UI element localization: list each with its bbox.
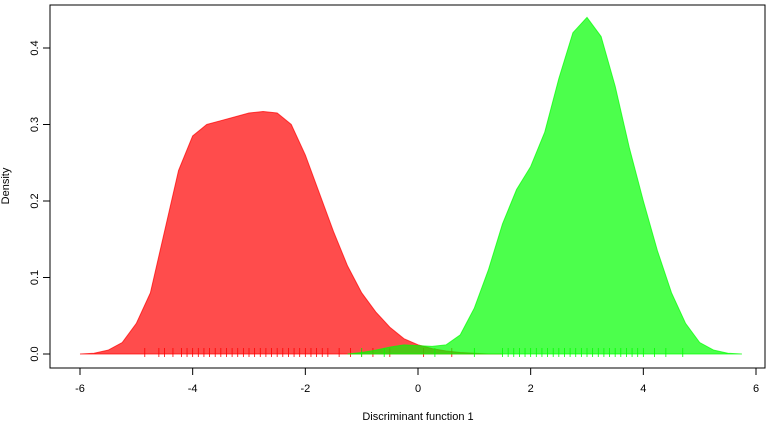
x-tick-label: -4 [188, 383, 198, 395]
y-tick-label: 0.0 [29, 346, 41, 361]
x-tick-label: -6 [75, 383, 85, 395]
x-tick-label: -2 [300, 383, 310, 395]
density-area [79, 110, 503, 355]
x-tick-label: 4 [640, 383, 646, 395]
density-area [347, 16, 742, 355]
x-axis-label: Discriminant function 1 [362, 411, 473, 423]
x-tick-label: 2 [528, 383, 534, 395]
y-tick-label: 0.4 [29, 40, 41, 55]
y-tick-label: 0.3 [29, 117, 41, 132]
y-tick-label: 0.2 [29, 193, 41, 208]
y-tick-label: 0.1 [29, 270, 41, 285]
x-tick-label: 0 [415, 383, 421, 395]
y-axis-label: Density [0, 167, 12, 204]
x-tick-label: 6 [753, 383, 759, 395]
